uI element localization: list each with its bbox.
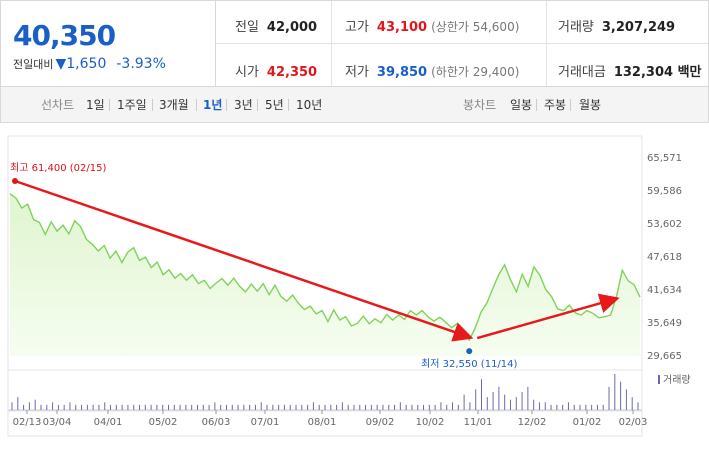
x-tick-label: 12/02 bbox=[518, 417, 547, 428]
x-tick-label: 01/02 bbox=[573, 417, 602, 428]
high-price: 고가 43,100 (상한가 54,600) bbox=[345, 20, 520, 35]
volume-border bbox=[7, 369, 643, 412]
divider bbox=[216, 43, 708, 44]
y-tick-label: 59,586 bbox=[647, 186, 682, 197]
plot-border bbox=[7, 135, 643, 437]
period-5y[interactable]: 5년 bbox=[265, 98, 284, 112]
quote-header: 40,350 전일대비 ▼1,650 -3.93% 전일 42,000 고가 43,10… bbox=[0, 0, 709, 87]
candle-weekly[interactable]: 주봉 bbox=[544, 98, 567, 112]
down-arrow-icon: ▼ bbox=[55, 56, 67, 72]
period-10y[interactable]: 10년 bbox=[296, 98, 323, 112]
y-tick-label: 35,649 bbox=[647, 318, 682, 329]
divider bbox=[536, 99, 537, 111]
trend-arrows bbox=[14, 179, 620, 342]
volume-series: 거래량 bbox=[7, 369, 691, 412]
change-percent: -3.93% bbox=[116, 56, 166, 72]
x-tick-label: 07/01 bbox=[251, 417, 280, 428]
x-tick-label: 04/01 bbox=[94, 417, 123, 428]
price-area bbox=[10, 193, 640, 356]
period-3m[interactable]: 3개월 bbox=[159, 98, 189, 112]
volume: 거래량 3,207,249 bbox=[558, 20, 676, 35]
x-tick-label: 03/04 bbox=[43, 417, 72, 428]
open-price: 시가 42,350 bbox=[235, 65, 318, 80]
period-3y[interactable]: 3년 bbox=[234, 98, 253, 112]
candle-monthly[interactable]: 월봉 bbox=[579, 98, 602, 112]
divider bbox=[196, 99, 197, 111]
period-1y[interactable]: 1년 bbox=[203, 98, 223, 112]
x-axis: 02/13 03/04 04/01 05/02 06/03 07/01 08/01 09/02… bbox=[13, 410, 648, 428]
x-tick-label: 02/13 bbox=[13, 417, 42, 428]
divider bbox=[257, 99, 258, 111]
price-box: 40,350 전일대비 ▼1,650 -3.93% bbox=[1, 1, 216, 86]
candle-chart-label: 봉차트 bbox=[463, 98, 497, 112]
high-point bbox=[12, 178, 18, 185]
low-point bbox=[466, 348, 473, 355]
change-value: 1,650 bbox=[66, 56, 107, 72]
change-label: 전일대비 bbox=[13, 58, 54, 71]
period-1w[interactable]: 1주일 bbox=[117, 98, 147, 112]
y-tick-label: 47,618 bbox=[647, 252, 682, 263]
high-annotation: 최고 61,400 (02/15) bbox=[10, 162, 106, 174]
x-tick-label: 11/01 bbox=[464, 417, 493, 428]
price-change: 전일대비 ▼1,650 -3.93% bbox=[13, 56, 166, 72]
period-1d[interactable]: 1일 bbox=[86, 98, 105, 112]
low-annotation: 최저 32,550 (11/14) bbox=[421, 358, 517, 370]
divider bbox=[109, 99, 110, 111]
trade-value: 거래대금 132,304 백만 bbox=[558, 65, 702, 80]
low-price: 저가 39,850 (하한가 29,400) bbox=[345, 65, 520, 80]
divider bbox=[226, 99, 227, 111]
x-tick-label: 06/03 bbox=[202, 417, 231, 428]
volume-legend: 거래량 bbox=[663, 374, 691, 386]
downtrend-arrow bbox=[14, 179, 474, 342]
divider bbox=[288, 99, 289, 111]
y-tick-label: 41,634 bbox=[647, 285, 682, 296]
current-price: 40,350 bbox=[13, 19, 116, 52]
candle-daily[interactable]: 일봉 bbox=[510, 98, 533, 112]
y-tick-label: 29,665 bbox=[647, 351, 682, 362]
x-tick-label: 02/03 bbox=[619, 417, 648, 428]
x-tick-label: 09/02 bbox=[366, 417, 395, 428]
y-tick-label: 53,602 bbox=[647, 219, 682, 230]
divider bbox=[152, 99, 153, 111]
x-tick-label: 05/02 bbox=[149, 417, 178, 428]
x-tick-label: 08/01 bbox=[308, 417, 337, 428]
uptrend-arrow bbox=[476, 293, 620, 340]
divider bbox=[570, 99, 571, 111]
y-axis: 65,571 59,586 53,602 47,618 41,634 35,649 29,6… bbox=[647, 153, 682, 362]
volume-legend-swatch bbox=[658, 375, 660, 384]
prev-close: 전일 42,000 bbox=[235, 20, 318, 35]
x-tick-label: 10/02 bbox=[416, 417, 445, 428]
price-series bbox=[9, 193, 641, 356]
line-chart-label: 선차트 bbox=[41, 98, 75, 112]
y-tick-label: 65,571 bbox=[647, 153, 682, 164]
chart-toolbar: 선차트 1일 1주일 3개월 1년 3년 5년 10년 봉차트 일봉 주봉 월봉 bbox=[0, 87, 709, 123]
extreme-markers: 최고 61,400 (02/15) 최저 32,550 (11/14) bbox=[10, 162, 518, 370]
grid bbox=[7, 135, 643, 437]
price-line bbox=[9, 193, 641, 342]
